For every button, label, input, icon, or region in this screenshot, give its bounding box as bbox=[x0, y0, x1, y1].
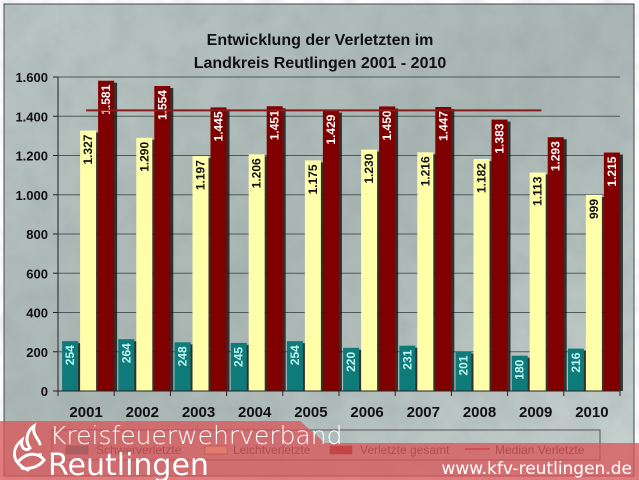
bars bbox=[62, 80, 623, 392]
bar-leichtverletzte-2002 bbox=[136, 137, 153, 391]
bar-leichtverletzte-2004 bbox=[248, 154, 265, 391]
flame-lion-logo-icon bbox=[13, 422, 46, 472]
data-label: 1.182 bbox=[475, 163, 489, 193]
bar-schwerverletzte-2004 bbox=[230, 342, 247, 391]
y-tick-label: 1.200 bbox=[15, 149, 48, 164]
x-axis-ticks: 2001 2002 2003 2004 2005 2006 2007 2008 2009 2010 bbox=[57, 391, 621, 421]
branding-band bbox=[0, 421, 639, 480]
data-label: 1.581 bbox=[99, 84, 113, 114]
bar-leichtverletzte-2006 bbox=[361, 149, 378, 391]
data-label: 248 bbox=[176, 346, 190, 366]
data-label: 254 bbox=[288, 345, 302, 365]
x-tick-label: 2004 bbox=[238, 404, 272, 421]
data-label: 216 bbox=[569, 352, 583, 372]
bar-leichtverletzte-2007 bbox=[417, 152, 434, 391]
bar-schwerverletzte-2003 bbox=[174, 342, 191, 391]
y-tick-label: 400 bbox=[26, 306, 48, 321]
y-axis-ticks: 0 200 400 600 800 1.000 1.200 1.400 1.600 bbox=[15, 70, 58, 399]
branding-overlay: Kreisfeuerwehrverband Reutlingen www.kfv… bbox=[0, 421, 639, 480]
data-label: 999 bbox=[587, 199, 601, 219]
data-label: 220 bbox=[344, 352, 358, 372]
bar-leichtverletzte-2009 bbox=[529, 172, 546, 391]
data-label: 1.206 bbox=[250, 158, 264, 188]
y-tick-label: 200 bbox=[26, 345, 48, 360]
data-label: 245 bbox=[232, 347, 246, 367]
data-label: 1.554 bbox=[155, 90, 169, 120]
data-label: 201 bbox=[457, 355, 471, 375]
x-tick-label: 2001 bbox=[69, 404, 102, 421]
y-tick-label: 1.600 bbox=[15, 70, 48, 85]
data-label: 1.450 bbox=[380, 110, 394, 140]
data-labels: 254 1.327 1.581 264 1.290 1.554 248 1.197 1.445 2… bbox=[63, 84, 619, 379]
bar-leichtverletzte-2001 bbox=[80, 130, 97, 392]
bar-schwerverletzte-2009 bbox=[511, 355, 528, 391]
data-label: 1.113 bbox=[531, 176, 545, 206]
x-tick-label: 2002 bbox=[126, 404, 159, 421]
y-tick-label: 600 bbox=[26, 266, 48, 281]
x-tick-label: 2003 bbox=[182, 404, 215, 421]
branding-name-line-2: Reutlingen bbox=[48, 448, 209, 480]
bar-leichtverletzte-2005 bbox=[304, 160, 321, 391]
data-label: 1.230 bbox=[362, 153, 376, 183]
bar-leichtverletzte-2008 bbox=[473, 159, 490, 391]
bar-schwerverletzte-2005 bbox=[286, 341, 303, 391]
bar-leichtverletzte-2003 bbox=[192, 156, 209, 391]
x-tick-label: 2008 bbox=[463, 404, 496, 421]
data-label: 1.215 bbox=[605, 156, 619, 186]
bar-verletzte-gesamt-2006 bbox=[379, 106, 396, 391]
bar-schwerverletzte-2001 bbox=[62, 341, 79, 391]
y-tick-label: 1.400 bbox=[15, 109, 48, 124]
data-label: 1.445 bbox=[212, 111, 226, 141]
branding-name-line-1: Kreisfeuerwehrverband bbox=[50, 421, 342, 450]
bar-schwerverletzte-2002 bbox=[118, 339, 135, 391]
y-tick-label: 1.000 bbox=[15, 188, 48, 203]
bar-schwerverletzte-2006 bbox=[343, 347, 360, 391]
bar-verletzte-gesamt-2002 bbox=[154, 86, 171, 391]
bar-verletzte-gesamt-2009 bbox=[547, 137, 564, 391]
data-label: 1.175 bbox=[306, 164, 320, 194]
bar-leichtverletzte-2010 bbox=[585, 194, 602, 391]
bar-verletzte-gesamt-2005 bbox=[322, 110, 339, 391]
x-tick-label: 2007 bbox=[407, 404, 440, 421]
bar-verletzte-gesamt-2001 bbox=[98, 80, 115, 391]
chart-title-line-1: Entwicklung der Verletzten im bbox=[207, 32, 434, 49]
bar-schwerverletzte-2010 bbox=[567, 348, 584, 391]
y-tick-label: 800 bbox=[26, 227, 48, 242]
bar-verletzte-gesamt-2010 bbox=[603, 152, 620, 391]
data-label: 1.293 bbox=[549, 141, 563, 171]
data-label: 1.197 bbox=[194, 160, 208, 190]
data-label: 264 bbox=[119, 343, 133, 363]
data-label: 1.290 bbox=[137, 142, 151, 172]
bar-schwerverletzte-2007 bbox=[399, 345, 416, 391]
bar-verletzte-gesamt-2007 bbox=[435, 107, 452, 392]
bar-verletzte-gesamt-2003 bbox=[210, 107, 227, 391]
chart-title-line-2: Landkreis Reutlingen 2001 - 2010 bbox=[194, 55, 447, 72]
x-tick-label: 2010 bbox=[575, 404, 608, 421]
x-tick-label: 2009 bbox=[519, 404, 552, 421]
data-label: 180 bbox=[513, 359, 527, 379]
bar-verletzte-gesamt-2008 bbox=[491, 119, 508, 392]
x-tick-label: 2005 bbox=[294, 404, 327, 421]
bar-verletzte-gesamt-2004 bbox=[266, 106, 283, 392]
branding-url-link[interactable]: www.kfv-reutlingen.de bbox=[441, 459, 632, 479]
data-label: 1.447 bbox=[436, 111, 450, 141]
data-label: 1.327 bbox=[81, 134, 95, 164]
data-label: 1.216 bbox=[418, 156, 432, 186]
bar-schwerverletzte-2008 bbox=[455, 351, 472, 391]
data-label: 1.383 bbox=[493, 123, 507, 153]
data-label: 1.429 bbox=[324, 114, 338, 144]
x-tick-label: 2006 bbox=[350, 404, 383, 421]
data-label: 254 bbox=[63, 345, 77, 365]
y-tick-label: 0 bbox=[41, 384, 48, 399]
data-label: 231 bbox=[400, 349, 414, 369]
data-label: 1.451 bbox=[268, 110, 282, 140]
